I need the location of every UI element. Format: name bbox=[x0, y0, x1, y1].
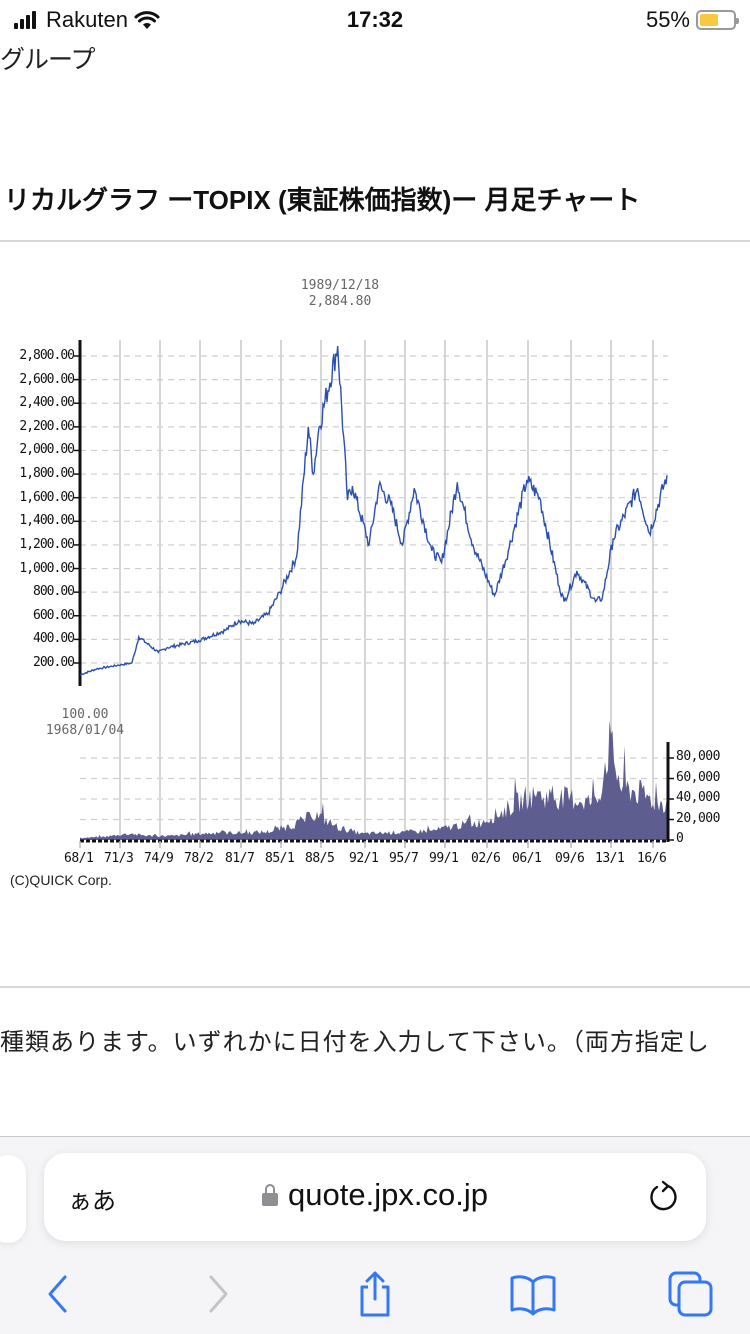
share-button[interactable] bbox=[350, 1269, 400, 1319]
y-tick-label: 2,800.00 bbox=[19, 348, 75, 363]
y-tick-label: 600.00 bbox=[33, 607, 75, 623]
y-tick-label: 200.00 bbox=[33, 655, 75, 670]
y-axis-labels: 200.00 400.00 600.00 800.00 1,000.00 1,200.00… bbox=[0, 0, 75, 1000]
carrier-name: Rakuten bbox=[46, 7, 128, 32]
tabs-icon bbox=[668, 1271, 713, 1317]
y-tick-label: 2,600.00 bbox=[19, 371, 75, 387]
wifi-icon bbox=[134, 11, 160, 29]
url-text: quote.jpx.co.jp bbox=[288, 1177, 488, 1212]
peak-date: 1989/12/18 bbox=[300, 278, 380, 293]
start-annotation: 100.00 1968/01/04 bbox=[30, 707, 140, 739]
chevron-right-icon bbox=[209, 1275, 228, 1313]
browser-toolbar: ぁあ quote.jpx.co.jp bbox=[0, 1136, 750, 1334]
lock-icon bbox=[262, 1184, 279, 1206]
page-settings-button[interactable]: ぁあ bbox=[68, 1188, 116, 1215]
battery-group: 55% bbox=[645, 7, 739, 33]
y-tick-label: 800.00 bbox=[33, 584, 75, 600]
start-value: 100.00 bbox=[61, 707, 109, 722]
back-button[interactable] bbox=[32, 1269, 82, 1319]
url-display[interactable]: quote.jpx.co.jp bbox=[44, 1177, 706, 1213]
instruction-text: 種類あります。いずれかに日付を入力して下さい。（両方指定し bbox=[0, 1029, 710, 1056]
divider bbox=[0, 986, 750, 988]
tabs-button[interactable] bbox=[666, 1269, 716, 1319]
reload-icon[interactable] bbox=[646, 1179, 680, 1213]
y-tick-label: 1,800.00 bbox=[19, 466, 75, 482]
chart-copyright: (C)QUICK Corp. bbox=[10, 872, 112, 888]
site-header-text: グループ bbox=[0, 46, 96, 74]
browser-nav-row bbox=[0, 1269, 750, 1319]
page-title: リカルグラフ ーTOPIX (東証株価指数)ー 月足チャート bbox=[4, 185, 641, 215]
topix-chart: 1989/12/18 2,884.80 100.00 1968/01/04 20… bbox=[0, 0, 720, 1000]
y-tick-label: 1,200.00 bbox=[19, 536, 75, 552]
forward-button[interactable] bbox=[194, 1269, 244, 1319]
clock: 17:32 bbox=[346, 7, 404, 32]
battery-icon bbox=[696, 10, 739, 30]
y-tick-label: 2,200.00 bbox=[19, 418, 75, 434]
signal-icon bbox=[14, 11, 36, 29]
y-tick-label: 1,600.00 bbox=[19, 489, 75, 505]
previous-tab-peek[interactable] bbox=[0, 1155, 26, 1243]
y-tick-label: 400.00 bbox=[33, 631, 75, 647]
divider bbox=[0, 240, 750, 242]
y-tick-label: 2,400.00 bbox=[19, 395, 75, 411]
peak-value: 2,884.80 bbox=[308, 294, 372, 309]
chart-canvas bbox=[74, 340, 674, 848]
y-tick-label: 2,000.00 bbox=[19, 442, 75, 458]
status-bar: Rakuten 17:32 55% bbox=[0, 0, 750, 40]
battery-percent: 55% bbox=[645, 7, 690, 32]
start-date: 1968/01/04 bbox=[45, 723, 125, 738]
chevron-left-icon bbox=[48, 1275, 67, 1313]
book-icon bbox=[510, 1275, 556, 1316]
peak-annotation: 1989/12/18 2,884.80 bbox=[290, 278, 390, 310]
y-tick-label: 1,000.00 bbox=[19, 560, 75, 576]
address-bar[interactable]: ぁあ quote.jpx.co.jp bbox=[44, 1153, 706, 1241]
y-tick-label: 1,400.00 bbox=[19, 513, 75, 529]
bookmarks-button[interactable] bbox=[508, 1269, 558, 1319]
share-icon bbox=[360, 1271, 390, 1317]
carrier-group: Rakuten bbox=[14, 7, 160, 33]
